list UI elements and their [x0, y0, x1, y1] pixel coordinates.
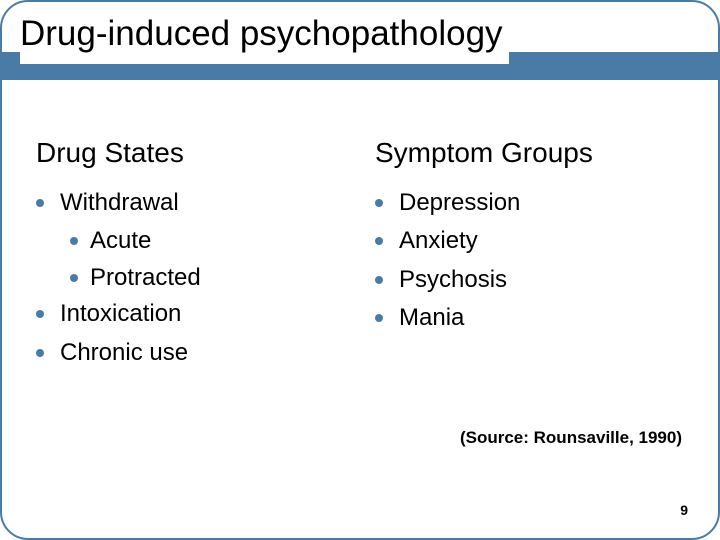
sub-list: Acute Protracted — [70, 225, 345, 294]
bullet-icon — [70, 237, 78, 245]
left-list: Withdrawal Acute Protracted Intoxication — [36, 187, 345, 369]
list-item-label: Chronic use — [60, 337, 188, 369]
list-item-label: Mania — [399, 302, 464, 334]
bullet-icon — [36, 199, 44, 207]
right-list: Depression Anxiety Psychosis Mania — [375, 187, 684, 335]
list-item-label: Intoxication — [60, 298, 181, 330]
slide: Drug-induced psychopathology Drug States… — [0, 0, 720, 540]
right-column: Symptom Groups Depression Anxiety Psycho… — [375, 137, 684, 375]
bullet-icon — [375, 276, 383, 284]
bullet-icon — [375, 314, 383, 322]
source-citation: (Source: Rounsaville, 1990) — [460, 428, 682, 448]
right-heading: Symptom Groups — [375, 137, 684, 169]
list-item-label: Psychosis — [399, 264, 507, 296]
bullet-icon — [375, 199, 383, 207]
content-area: Drug States Withdrawal Acute Protracted — [36, 137, 684, 375]
slide-number: 9 — [680, 502, 688, 518]
slide-title: Drug-induced psychopathology — [20, 14, 509, 64]
bullet-icon — [375, 237, 383, 245]
left-heading: Drug States — [36, 137, 345, 169]
sub-item-label: Acute — [90, 225, 151, 257]
list-item-label: Anxiety — [399, 225, 478, 257]
sub-list-item: Protracted — [70, 262, 345, 294]
list-item: Withdrawal — [36, 187, 345, 219]
bullet-icon — [70, 274, 78, 282]
left-column: Drug States Withdrawal Acute Protracted — [36, 137, 345, 375]
sub-item-label: Protracted — [90, 262, 201, 294]
list-item: Depression — [375, 187, 684, 219]
list-item: Anxiety — [375, 225, 684, 257]
list-item: Mania — [375, 302, 684, 334]
list-item: Psychosis — [375, 264, 684, 296]
bullet-icon — [36, 310, 44, 318]
bullet-icon — [36, 349, 44, 357]
list-item-label: Depression — [399, 187, 520, 219]
list-item-label: Withdrawal — [60, 187, 179, 219]
list-item: Chronic use — [36, 337, 345, 369]
list-item: Intoxication — [36, 298, 345, 330]
sub-list-item: Acute — [70, 225, 345, 257]
